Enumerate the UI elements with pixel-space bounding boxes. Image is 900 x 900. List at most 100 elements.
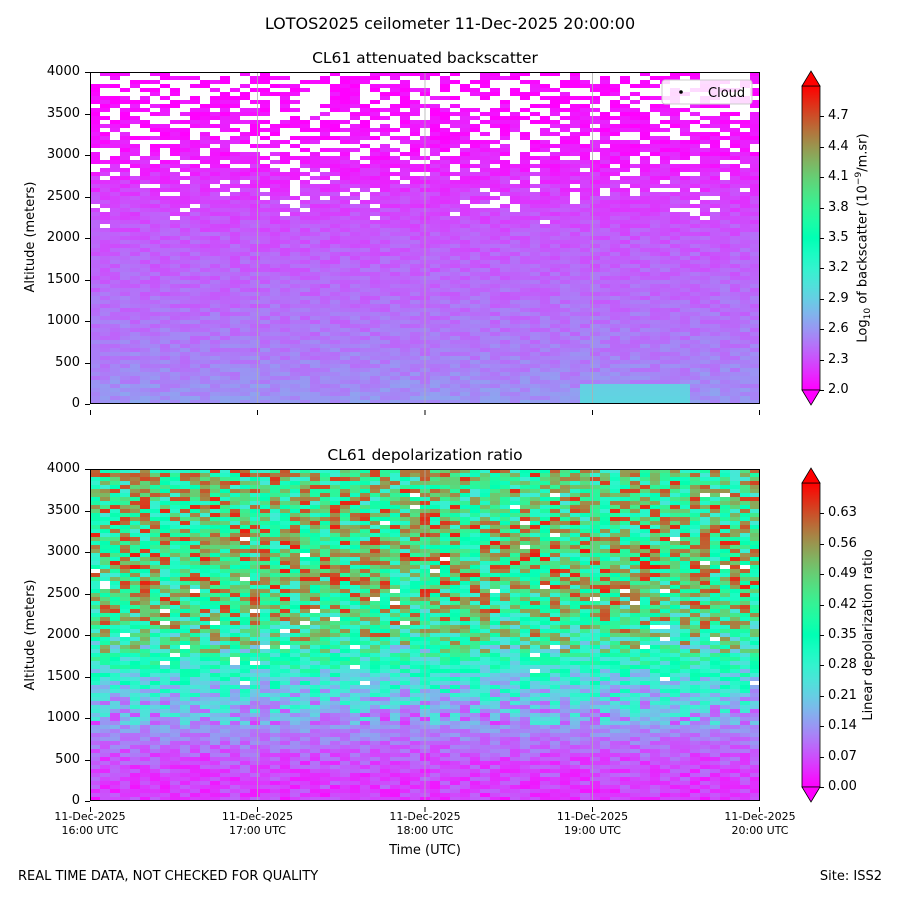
ytick-mark xyxy=(85,321,90,322)
panel-title-backscatter: CL61 attenuated backscatter xyxy=(312,49,538,67)
colorbar-tick-mark xyxy=(820,268,824,270)
colorbar-tick-mark xyxy=(820,726,824,728)
colorbar-tick-label: 3.2 xyxy=(828,260,849,276)
xtick-date: 11-Dec-2025 xyxy=(221,810,294,823)
xtick-label: 11-Dec-2025 16:00 UTC xyxy=(40,810,140,838)
colorbar-tick-label: 4.7 xyxy=(828,108,849,124)
ytick-mark xyxy=(85,155,90,156)
ytick-label: 3500 xyxy=(46,502,80,518)
ytick-label: 2500 xyxy=(46,188,80,204)
ytick-label: 0 xyxy=(71,793,80,808)
colorbar-tick-mark xyxy=(820,635,824,636)
heatmap-backscatter: Cloud xyxy=(90,72,760,404)
colorbar-tick-mark xyxy=(820,146,824,148)
xtick-date: 11-Dec-2025 xyxy=(54,810,126,823)
ytick-mark xyxy=(85,759,90,761)
ytick-label: 4000 xyxy=(46,461,80,476)
colorbar-extend-min xyxy=(801,786,821,803)
xtick-label: 11-Dec-2025 20:00 UTC xyxy=(710,810,810,838)
colorbar-tick-label: 4.4 xyxy=(828,138,849,154)
colorbar-tick-mark xyxy=(820,238,824,239)
ytick-mark xyxy=(85,238,90,239)
colorbar-label-depolarization: Linear depolarization ratio xyxy=(861,549,876,721)
colorbar-label-backscatter: Log10 of backscatter (10−9/m.sr) xyxy=(854,133,873,343)
panel-title-depolarization: CL61 depolarization ratio xyxy=(327,446,523,464)
colorbar-tick-mark xyxy=(820,543,824,545)
colorbar-tick-mark xyxy=(820,695,824,697)
ytick-label: 1500 xyxy=(46,271,80,287)
ytick-mark xyxy=(85,469,90,470)
xtick-label: 11-Dec-2025 18:00 UTC xyxy=(375,810,475,838)
ytick-label: 0 xyxy=(71,396,80,411)
colorbar-tick-label: 4.1 xyxy=(828,169,849,185)
colorbar-tick-label: 2.6 xyxy=(828,321,849,337)
ytick-label: 2000 xyxy=(46,230,80,245)
colorbar-tick-mark xyxy=(820,787,824,788)
colorbar-tick-mark xyxy=(820,665,824,667)
ylabel-backscatter: Altitude (meters) xyxy=(23,181,38,293)
colorbar-tick-mark xyxy=(820,513,824,515)
figure-title: LOTOS2025 ceilometer 11-Dec-2025 20:00:0… xyxy=(264,14,636,33)
colorbar-tick-mark xyxy=(820,329,824,331)
colorbar-extend-min xyxy=(801,389,821,406)
ytick-mark xyxy=(85,676,90,678)
ytick-mark xyxy=(85,593,90,595)
colorbar-tick-mark xyxy=(820,574,824,576)
ytick-label: 500 xyxy=(55,751,80,767)
ytick-mark xyxy=(85,510,90,512)
xtick-label: 11-Dec-2025 17:00 UTC xyxy=(208,810,308,838)
colorbar-tick-mark xyxy=(820,116,824,118)
ytick-label: 2000 xyxy=(46,627,80,642)
footer-site: Site: ISS2 xyxy=(819,869,882,884)
colorbar-tick-label: 2.3 xyxy=(828,351,849,367)
colorbar-tick-label: 0.56 xyxy=(828,535,857,551)
xtick-time: 18:00 UTC xyxy=(396,824,454,837)
colorbar-backscatter xyxy=(801,70,821,406)
legend-cloud-marker xyxy=(679,90,683,94)
ytick-mark xyxy=(85,801,90,802)
ylabel-depolarization: Altitude (meters) xyxy=(23,579,38,691)
ytick-label: 4000 xyxy=(46,64,80,79)
colorbar-tick-mark xyxy=(820,207,824,209)
ytick-label: 1000 xyxy=(46,313,80,328)
ytick-label: 3000 xyxy=(46,544,80,559)
colorbar-tick-mark xyxy=(820,390,824,391)
colorbar-tick-mark xyxy=(820,604,824,606)
colorbar-tick-label: 0.49 xyxy=(828,566,857,582)
colorbar-tick-label: 2.9 xyxy=(828,290,849,306)
ytick-label: 500 xyxy=(55,354,80,370)
xticks-depolarization xyxy=(90,807,760,812)
colorbar-extend-max xyxy=(801,70,821,87)
ytick-label: 1500 xyxy=(46,668,80,684)
colorbar-tick-mark xyxy=(820,298,824,300)
ytick-mark xyxy=(85,718,90,719)
xtick-date: 11-Dec-2025 xyxy=(724,810,796,823)
xtick-time: 19:00 UTC xyxy=(563,824,621,837)
colorbar-body xyxy=(801,482,821,788)
ytick-mark xyxy=(85,635,90,636)
colorbar-tick-label: 3.8 xyxy=(828,199,849,215)
xtick-date: 11-Dec-2025 xyxy=(556,810,629,823)
ytick-mark xyxy=(85,552,90,553)
colorbar-tick-label: 0.42 xyxy=(828,596,857,612)
ytick-label: 2500 xyxy=(46,585,80,601)
colorbar-tick-label: 0.07 xyxy=(828,748,857,764)
legend-cloud-label: Cloud xyxy=(708,86,745,101)
colorbar-tick-label: 3.5 xyxy=(828,230,849,245)
xtick-date: 11-Dec-2025 xyxy=(389,810,461,823)
colorbar-tick-label: 0.35 xyxy=(828,627,857,642)
colorbar-tick-label: 0.21 xyxy=(828,687,857,703)
colorbar-tick-label: 0.63 xyxy=(828,505,857,521)
ytick-label: 1000 xyxy=(46,710,80,725)
ytick-mark xyxy=(85,113,90,115)
ytick-mark xyxy=(85,362,90,364)
xlabel: Time (UTC) xyxy=(389,843,461,858)
colorbar-tick-mark xyxy=(820,756,824,758)
colorbar-depolarization xyxy=(801,467,821,803)
heatmap-depolarization xyxy=(90,469,760,801)
colorbar-body xyxy=(801,85,821,391)
footer-disclaimer: REAL TIME DATA, NOT CHECKED FOR QUALITY xyxy=(18,869,319,884)
xtick-time: 20:00 UTC xyxy=(731,824,789,837)
xtick-time: 16:00 UTC xyxy=(61,824,119,837)
ytick-label: 3000 xyxy=(46,147,80,162)
